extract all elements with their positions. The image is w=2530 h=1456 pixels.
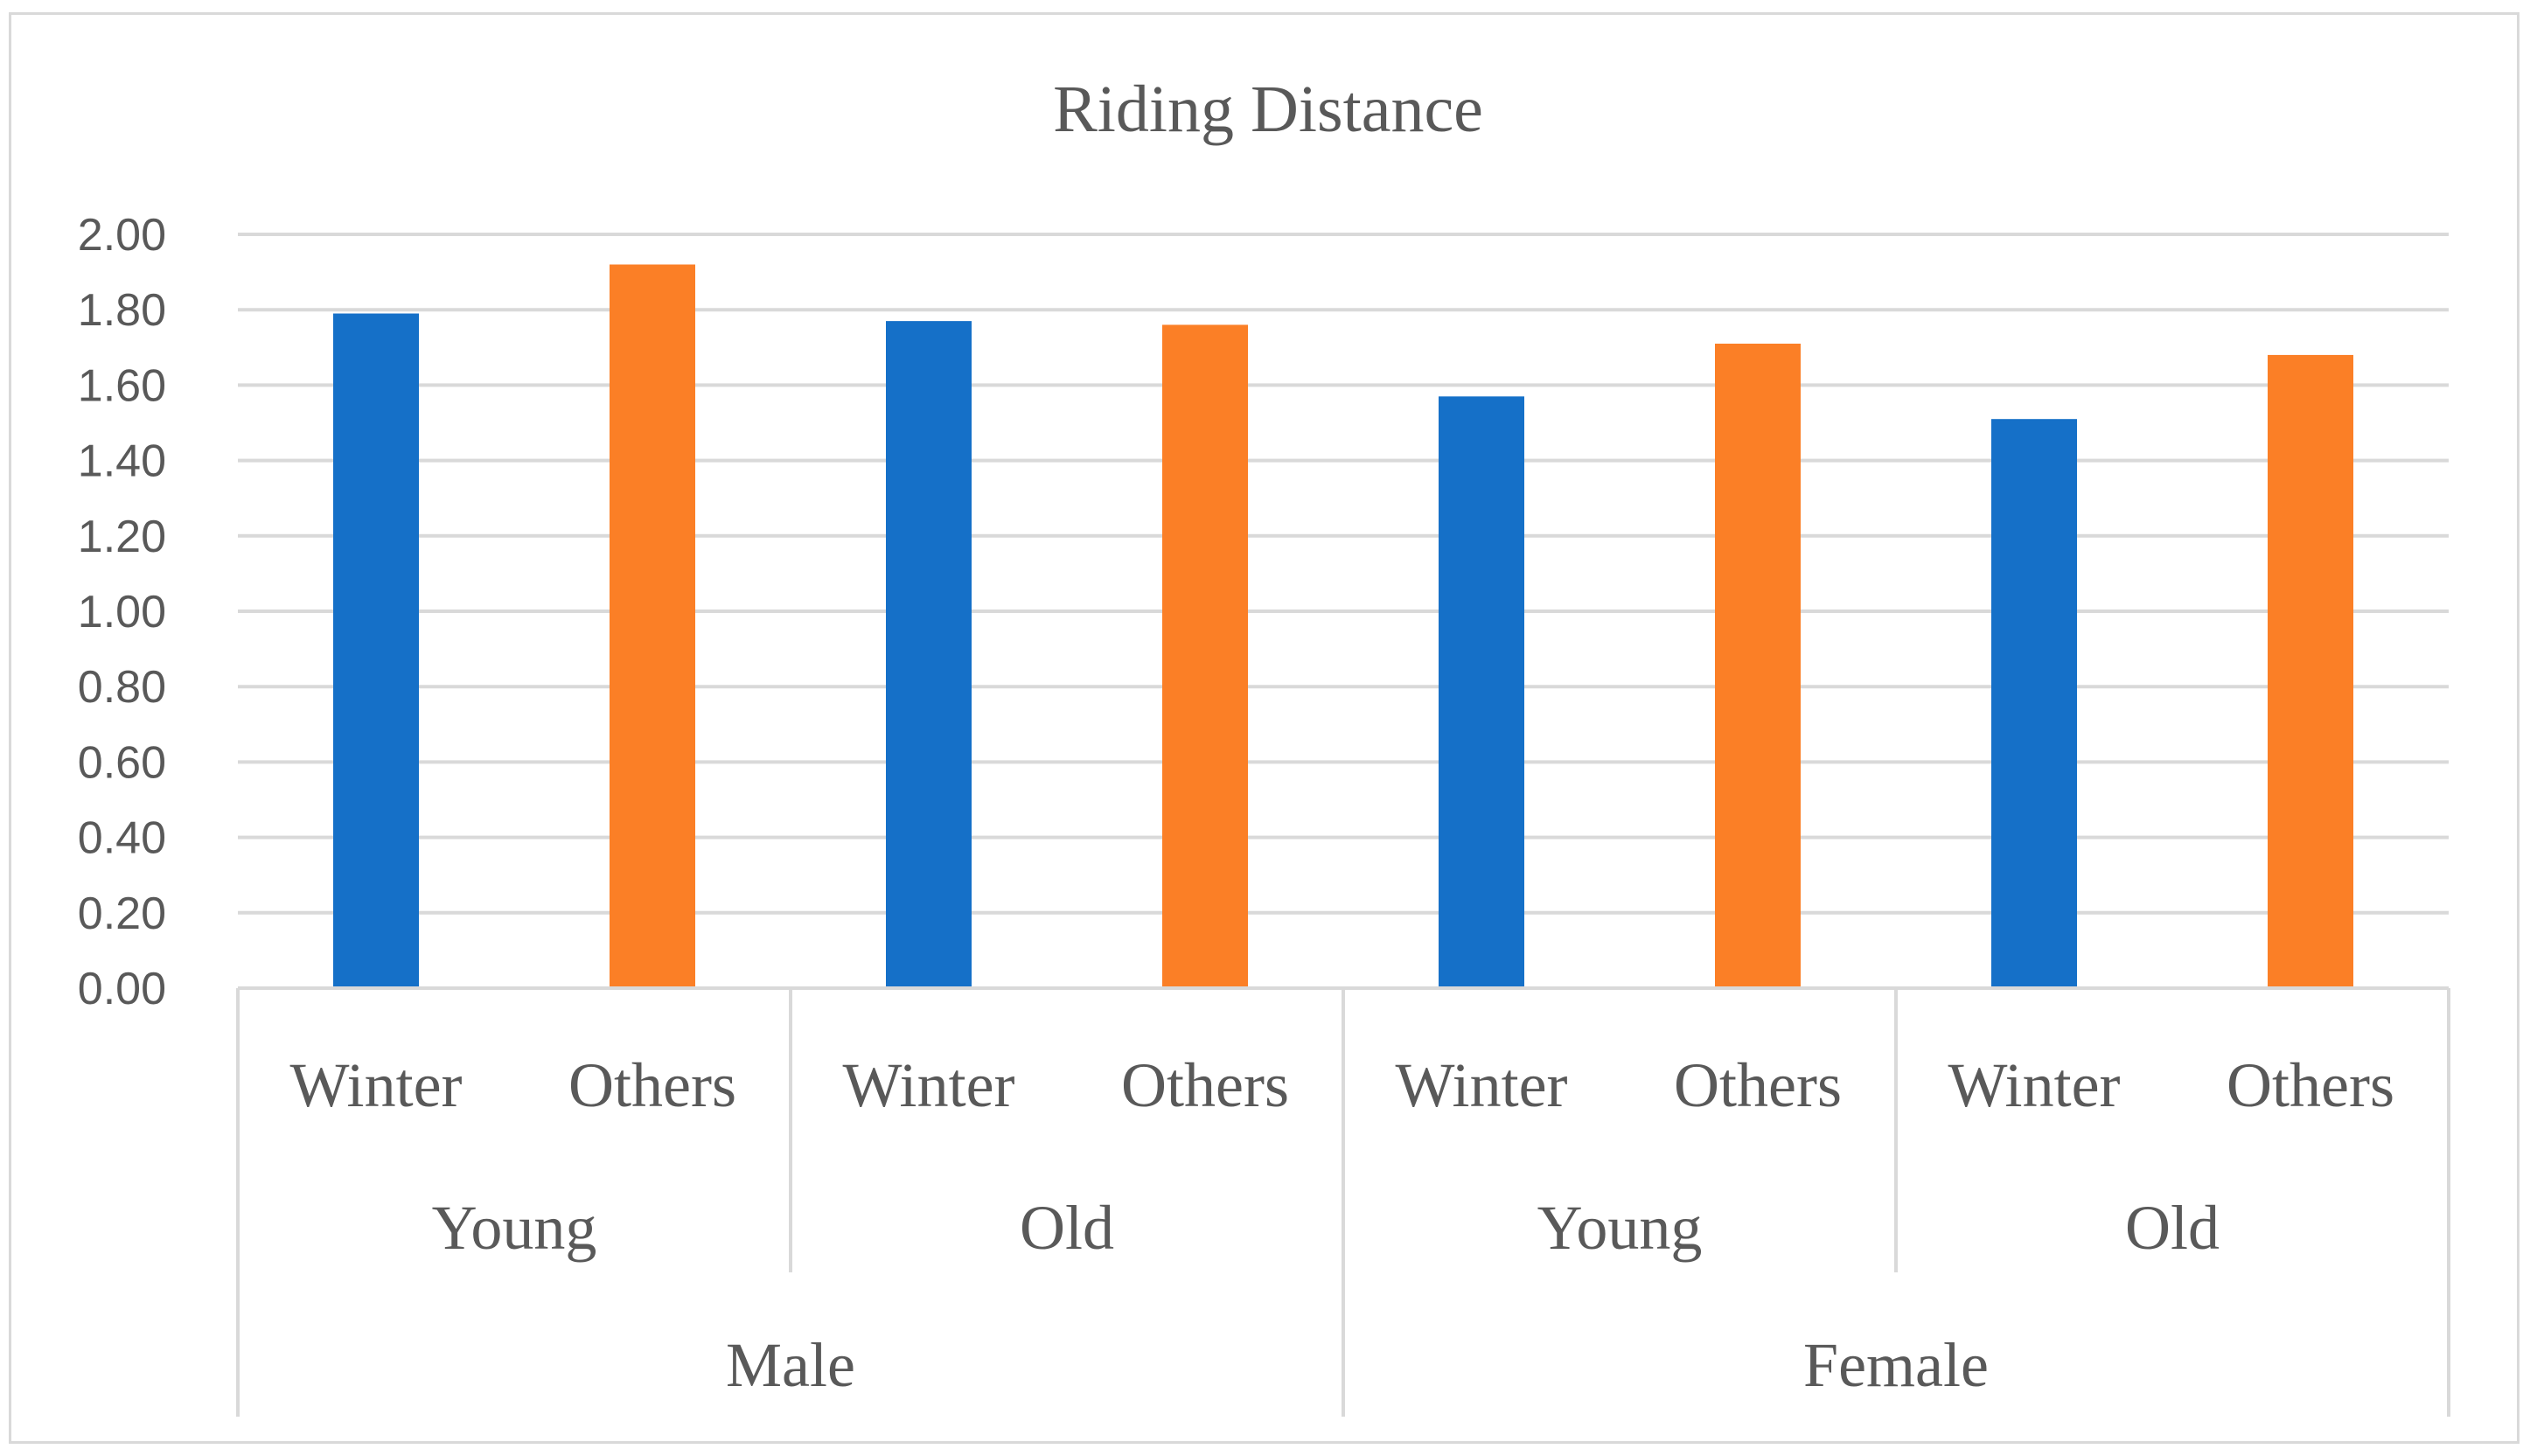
y-tick-label: 1.20 bbox=[78, 512, 166, 562]
y-axis-ticks: 0.00 0.20 0.40 0.60 0.80 1.00 1.20 1.40 1.60 1.80… bbox=[78, 210, 166, 1014]
x-tick-label-season: Winter bbox=[289, 1050, 462, 1120]
x-tick-label-season: Others bbox=[1674, 1050, 1842, 1120]
x-tick-label-season: Others bbox=[568, 1050, 736, 1120]
y-tick-label: 0.40 bbox=[78, 813, 166, 864]
x-tick-label-gender: Female bbox=[1803, 1330, 1989, 1400]
y-tick-label: 0.20 bbox=[78, 888, 166, 939]
chart-title: Riding Distance bbox=[1053, 73, 1483, 146]
x-tick-label-season: Others bbox=[1121, 1050, 1289, 1120]
bar-others bbox=[610, 264, 695, 989]
bar-others bbox=[1162, 324, 1248, 988]
y-tick-label: 0.60 bbox=[78, 737, 166, 788]
x-tick-label-age: Old bbox=[2125, 1193, 2220, 1263]
x-tick-label-age: Young bbox=[1537, 1193, 1703, 1263]
gridlines bbox=[238, 233, 2449, 915]
bars bbox=[333, 264, 2353, 989]
x-tick-label-age: Young bbox=[432, 1193, 597, 1263]
x-tick-label-season: Winter bbox=[842, 1050, 1014, 1120]
x-tick-label-gender: Male bbox=[726, 1330, 855, 1400]
y-tick-label: 2.00 bbox=[78, 210, 166, 261]
chart-frame bbox=[9, 12, 2520, 1444]
y-tick-label: 1.00 bbox=[78, 587, 166, 637]
bar-winter bbox=[1991, 419, 2077, 988]
y-tick-label: 1.40 bbox=[78, 436, 166, 487]
y-tick-label: 1.60 bbox=[78, 360, 166, 411]
bar-winter bbox=[1439, 396, 1524, 989]
x-tick-label-season: Others bbox=[2227, 1050, 2394, 1120]
x-tick-label-age: Old bbox=[1020, 1193, 1114, 1263]
bar-winter bbox=[333, 313, 419, 988]
x-tick-label-season: Winter bbox=[1395, 1050, 1567, 1120]
x-axis: Winter Others Winter Others Winter Others Wint… bbox=[236, 986, 2450, 1417]
bar-others bbox=[2268, 354, 2353, 988]
bar-winter bbox=[886, 321, 972, 988]
x-tick-label-season: Winter bbox=[1948, 1050, 2120, 1120]
y-tick-label: 0.80 bbox=[78, 662, 166, 713]
bar-others bbox=[1715, 343, 1801, 988]
y-tick-label: 1.80 bbox=[78, 285, 166, 336]
y-tick-label: 0.00 bbox=[78, 964, 166, 1014]
